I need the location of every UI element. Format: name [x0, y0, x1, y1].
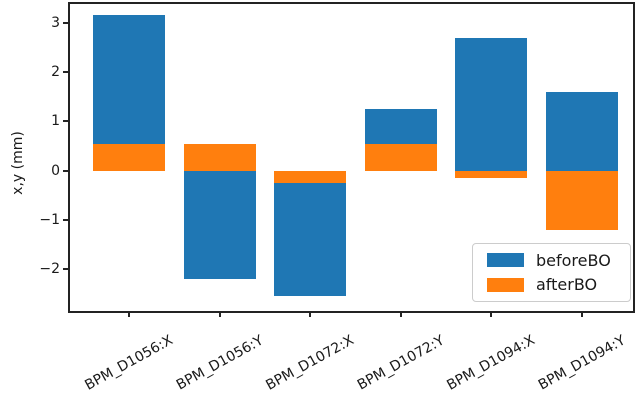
x-tick-mark — [490, 312, 493, 317]
x-tick-label: BPM_D1056:X — [82, 332, 176, 394]
x-tick-mark — [128, 312, 130, 317]
legend-label: beforeBO — [536, 250, 611, 270]
bar-afterBO-BPM_D1056:Y — [183, 143, 256, 171]
y-tick-mark — [63, 169, 68, 172]
legend-entry-afterBO: afterBO — [487, 275, 620, 294]
bar-beforeBO-BPM_D1094:Y — [546, 91, 618, 171]
x-tick-mark — [399, 312, 402, 317]
bar-afterBO-BPM_D1094:Y — [546, 170, 618, 230]
y-tick-mark — [63, 218, 68, 221]
y-tick-mark — [63, 120, 68, 123]
x-tick-label: BPM_D1072:X — [263, 332, 357, 394]
x-tick-label: BPM_D1094:X — [444, 332, 539, 394]
y-tick-label: 3 — [51, 14, 60, 31]
legend-swatch-afterBO — [487, 277, 524, 292]
x-tick-mark — [309, 312, 312, 317]
bar-afterBO-BPM_D1072:X — [274, 170, 347, 183]
x-tick-label: BPM_D1056:Y — [173, 332, 266, 394]
y-tick-label: 1 — [51, 113, 60, 130]
legend: beforeBO afterBO — [472, 243, 631, 302]
x-tick-mark — [218, 312, 221, 317]
bar-afterBO-BPM_D1094:X — [455, 170, 528, 178]
legend-entry-beforeBO: beforeBO — [487, 251, 620, 270]
y-tick-label: −1 — [39, 211, 60, 228]
x-tick-label: BPM_D1072:Y — [354, 332, 448, 394]
bar-beforeBO-BPM_D1072:X — [274, 170, 347, 297]
y-tick-mark — [63, 268, 68, 271]
bar-afterBO-BPM_D1056:X — [93, 143, 165, 171]
bar-afterBO-BPM_D1072:Y — [364, 143, 437, 171]
bar-beforeBO-BPM_D1094:X — [455, 37, 528, 171]
legend-label: afterBO — [536, 275, 598, 295]
legend-swatch-beforeBO — [487, 253, 524, 268]
y-tick-label: −2 — [39, 261, 60, 278]
y-tick-mark — [63, 21, 68, 24]
y-tick-label: 0 — [51, 162, 60, 179]
x-tick-mark — [581, 312, 583, 317]
bar-beforeBO-BPM_D1056:Y — [183, 170, 256, 279]
y-tick-mark — [63, 71, 68, 73]
x-tick-label: BPM_D1094:Y — [535, 332, 629, 394]
y-tick-label: 2 — [51, 64, 60, 80]
